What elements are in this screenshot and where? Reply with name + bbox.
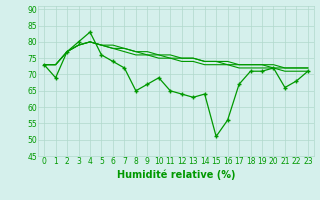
X-axis label: Humidité relative (%): Humidité relative (%) [117,169,235,180]
